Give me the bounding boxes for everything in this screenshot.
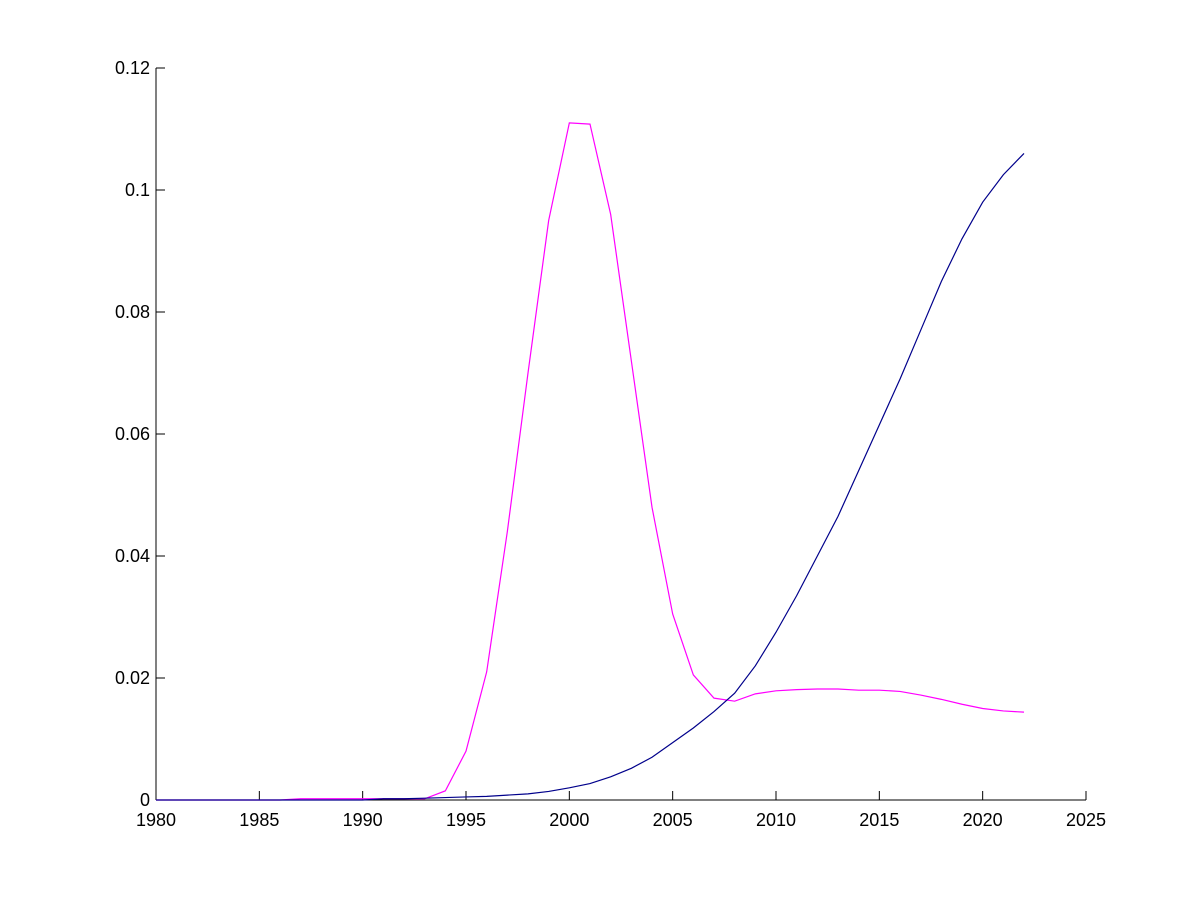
y-tick-label: 0.04 [115,546,150,566]
x-tick-label: 2025 [1066,810,1106,830]
x-tick-label: 1980 [136,810,176,830]
y-tick-label: 0.12 [115,58,150,78]
x-tick-label: 1985 [239,810,279,830]
y-tick-label: 0.06 [115,424,150,444]
y-tick-label: 0.1 [125,180,150,200]
x-tick-label: 2020 [963,810,1003,830]
x-tick-label: 2000 [549,810,589,830]
y-tick-label: 0.08 [115,302,150,322]
y-tick-label: 0 [140,790,150,810]
series-line [156,122,1025,801]
x-tick-label: 2005 [653,810,693,830]
x-tick-label: 2010 [756,810,796,830]
x-tick-label: 1990 [343,810,383,830]
y-tick-label: 0.02 [115,668,150,688]
x-tick-label: 1995 [446,810,486,830]
series-line [156,152,1025,801]
x-tick-label: 2015 [859,810,899,830]
